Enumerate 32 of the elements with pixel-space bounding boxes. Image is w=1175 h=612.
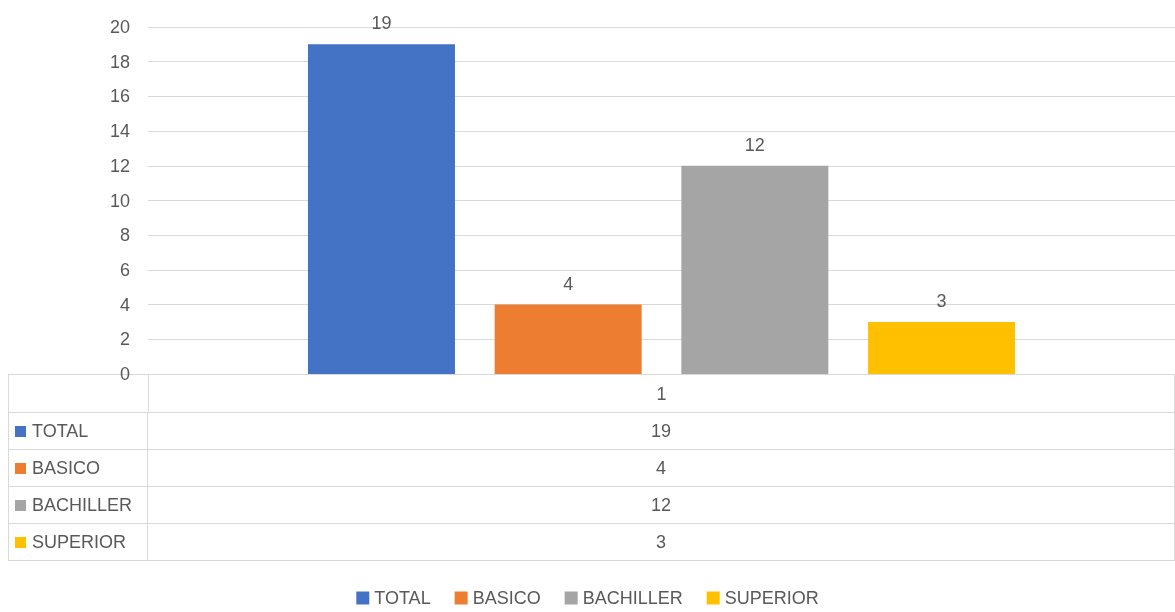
y-tick-label: 18: [109, 51, 130, 72]
data-label: 3: [936, 290, 947, 311]
y-tick-label: 4: [119, 294, 130, 315]
data-label: 19: [371, 13, 392, 34]
data-label: 4: [563, 273, 574, 294]
y-tick-label: 0: [119, 364, 130, 384]
y-tick-label: 12: [109, 155, 130, 176]
text: SUPERIOR: [32, 531, 127, 552]
y-tick-label: 2: [119, 329, 130, 350]
legend-label: BACHILLER: [582, 588, 683, 608]
text: 3: [655, 531, 666, 552]
bar: [681, 165, 829, 374]
y-tick-label: 6: [119, 259, 130, 280]
text: 12: [650, 494, 672, 515]
x-tick-label: 1: [656, 384, 667, 404]
text: 4: [655, 457, 666, 478]
y-tick-label: 16: [109, 86, 130, 107]
bar: [494, 304, 642, 374]
y-tick-label: 14: [109, 121, 130, 142]
data-label: 12: [744, 134, 765, 155]
legend-label: BASICO: [472, 588, 541, 608]
y-tick-label: 20: [109, 17, 130, 37]
legend-label: TOTAL: [374, 588, 431, 608]
text: BACHILLER: [32, 494, 133, 515]
legend-label: SUPERIOR: [724, 588, 819, 608]
text: BASICO: [32, 457, 101, 478]
text: TOTAL: [32, 420, 89, 441]
bar: [307, 44, 455, 374]
y-tick-label: 8: [119, 225, 130, 246]
y-tick-label: 10: [109, 190, 130, 211]
bar: [868, 321, 1016, 374]
text: 19: [650, 420, 672, 441]
